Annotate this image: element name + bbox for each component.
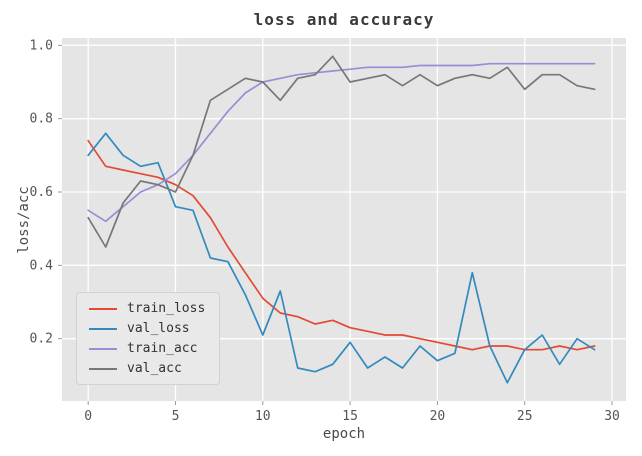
legend-label-train_acc: train_acc (127, 341, 198, 356)
legend-swatch-train_acc (89, 347, 117, 350)
legend-swatch-val_acc (89, 367, 117, 370)
legend-label-val_acc: val_acc (127, 361, 182, 376)
legend-item-val_acc: val_acc (89, 362, 205, 375)
legend-label-val_loss: val_loss (127, 321, 190, 336)
legend-swatch-val_loss (89, 327, 117, 330)
x-tick-label: 25 (517, 409, 533, 424)
x-tick-label: 15 (342, 409, 358, 424)
series-line-val_loss (87, 132, 596, 384)
x-axis-label: epoch (322, 426, 366, 442)
y-tick-label: 0.4 (30, 258, 54, 273)
series-line-train_loss (87, 139, 596, 351)
legend-item-val_loss: val_loss (89, 322, 205, 335)
y-tick-label: 0.8 (30, 112, 53, 127)
y-tick-label: 1.0 (30, 38, 53, 53)
y-tick-label: 0.6 (30, 185, 53, 200)
chart-title: loss and accuracy (253, 10, 435, 29)
x-tick-label: 5 (172, 409, 180, 424)
legend-label-train_loss: train_loss (127, 301, 206, 316)
x-tick-label: 30 (604, 409, 620, 424)
series-line-val_acc (87, 55, 596, 248)
x-tick-label: 20 (430, 409, 446, 424)
legend: train_loss val_loss train_acc val_acc (76, 292, 221, 385)
x-tick-label: 0 (84, 409, 92, 424)
legend-item-train_loss: train_loss (89, 302, 205, 315)
y-axis-label: loss/acc (16, 186, 32, 254)
x-tick-label: 10 (255, 409, 271, 424)
y-tick-label: 0.2 (30, 332, 53, 347)
legend-item-train_acc: train_acc (89, 342, 205, 355)
legend-swatch-train_loss (89, 307, 117, 310)
